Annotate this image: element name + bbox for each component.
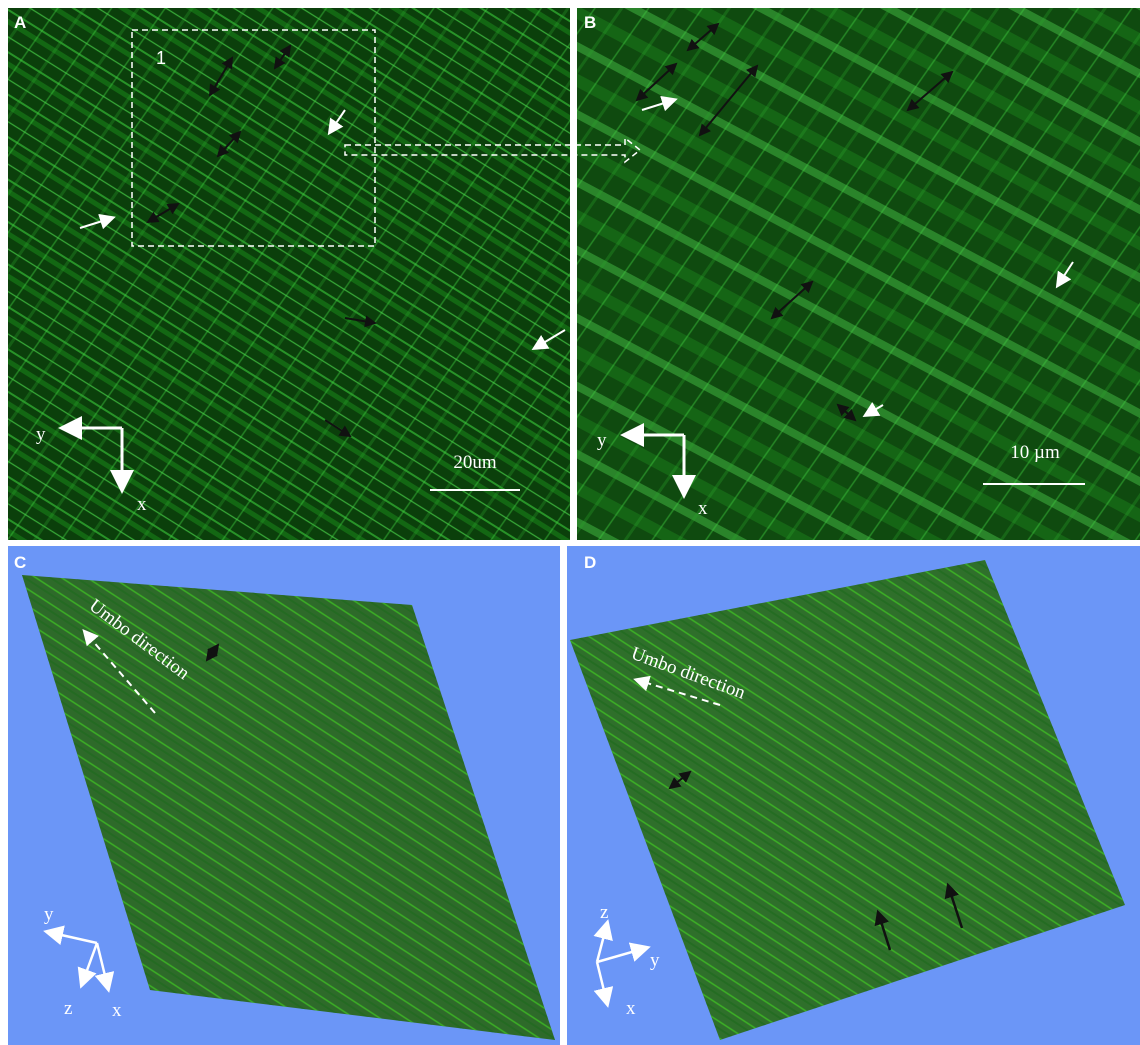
inset-label: 1 bbox=[156, 48, 166, 68]
panel-label: D bbox=[584, 553, 596, 572]
scale-label: 10 µm bbox=[1010, 442, 1060, 463]
figure: A 1 20um y x B 10 µm y x C Umbo directio… bbox=[0, 0, 1140, 1045]
axis-label: x bbox=[137, 494, 147, 515]
panel-label: C bbox=[14, 553, 26, 572]
panel-label: A bbox=[14, 13, 26, 32]
panel-d: D Umbo direction z y x bbox=[567, 546, 1140, 1045]
panel-label: B bbox=[584, 13, 596, 32]
scale-label: 20um bbox=[453, 452, 497, 473]
panel-a: A 1 20um y x bbox=[8, 8, 570, 540]
axis-label: z bbox=[64, 998, 72, 1019]
axis-label: x bbox=[112, 1000, 122, 1021]
axis-label: z bbox=[600, 902, 608, 923]
axis-label: y bbox=[650, 950, 660, 971]
axis-label: x bbox=[626, 998, 636, 1019]
axis-label: y bbox=[597, 430, 607, 451]
panel-b: B 10 µm y x bbox=[577, 8, 1140, 540]
axis-label: x bbox=[698, 498, 708, 519]
axis-label: y bbox=[44, 904, 54, 925]
axis-label: y bbox=[36, 424, 46, 445]
panel-c: C Umbo direction y z x bbox=[8, 546, 560, 1045]
